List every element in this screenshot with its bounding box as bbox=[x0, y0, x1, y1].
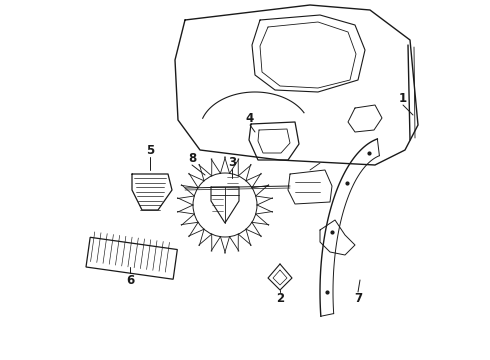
Text: 1: 1 bbox=[399, 91, 407, 104]
Text: 4: 4 bbox=[246, 112, 254, 125]
Text: 8: 8 bbox=[188, 152, 196, 165]
Text: 5: 5 bbox=[146, 144, 154, 157]
Text: 3: 3 bbox=[228, 156, 236, 168]
Text: 7: 7 bbox=[354, 292, 362, 305]
Text: 2: 2 bbox=[276, 292, 284, 305]
Text: 6: 6 bbox=[126, 274, 134, 287]
Bar bbox=[86, 237, 177, 279]
